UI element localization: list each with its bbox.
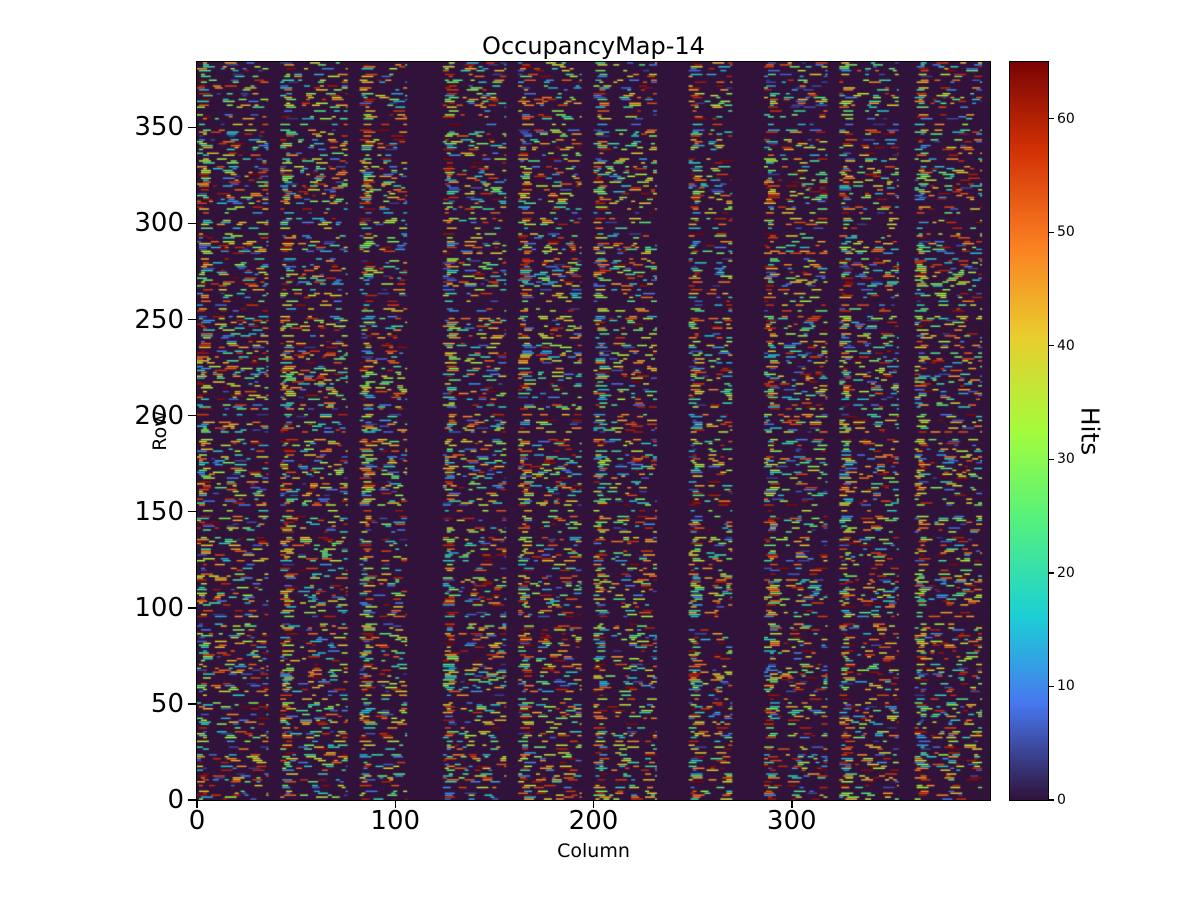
x-tick-label: 100	[370, 806, 421, 836]
y-tick-mark	[188, 126, 196, 129]
y-tick-label: 100	[134, 592, 184, 623]
y-tick-label: 350	[134, 112, 184, 143]
colorbar-tick-label: 20	[1057, 564, 1075, 581]
colorbar-tick-mark	[1049, 572, 1054, 574]
heatmap-plot-area	[196, 61, 991, 801]
colorbar-tick-label: 30	[1057, 451, 1075, 468]
colorbar	[1009, 61, 1049, 801]
y-tick-mark	[188, 222, 196, 225]
y-tick-mark	[188, 799, 196, 801]
colorbar-tick-mark	[1049, 231, 1054, 233]
colorbar-tick-label: 50	[1057, 224, 1075, 241]
x-tick-label: 0	[188, 806, 206, 836]
y-tick-label: 300	[134, 208, 184, 239]
colorbar-tick-label: 10	[1057, 678, 1075, 695]
x-tick-label: 300	[766, 806, 817, 836]
colorbar-tick-label: 60	[1057, 110, 1075, 127]
y-tick-mark	[188, 510, 196, 513]
y-tick-label: 150	[134, 496, 184, 527]
x-tick-mark	[394, 801, 396, 808]
y-tick-label: 0	[167, 785, 184, 815]
colorbar-tick-mark	[1049, 799, 1054, 801]
plot-title: OccupancyMap-14	[482, 32, 705, 60]
y-tick-mark	[188, 703, 196, 705]
colorbar-tick-label: 40	[1057, 337, 1075, 354]
colorbar-tick-mark	[1049, 458, 1054, 460]
x-tick-mark	[592, 801, 595, 808]
y-axis-label: Row	[149, 411, 171, 451]
colorbar-tick-mark	[1049, 685, 1054, 688]
y-tick-mark	[188, 318, 196, 321]
heatmap-canvas	[197, 62, 990, 800]
y-tick-label: 250	[134, 304, 184, 335]
x-axis-label: Column	[557, 840, 630, 862]
colorbar-tick-mark	[1049, 345, 1054, 347]
y-tick-label: 200	[134, 400, 184, 431]
x-tick-label: 200	[568, 806, 619, 836]
x-tick-mark	[196, 801, 198, 808]
colorbar-label: Hits	[1075, 406, 1105, 456]
y-tick-mark	[188, 414, 196, 417]
colorbar-tick-mark	[1049, 118, 1054, 120]
y-tick-mark	[188, 607, 196, 609]
x-tick-mark	[791, 801, 793, 808]
colorbar-tick-label: 0	[1057, 792, 1066, 808]
y-tick-label: 50	[150, 688, 184, 719]
